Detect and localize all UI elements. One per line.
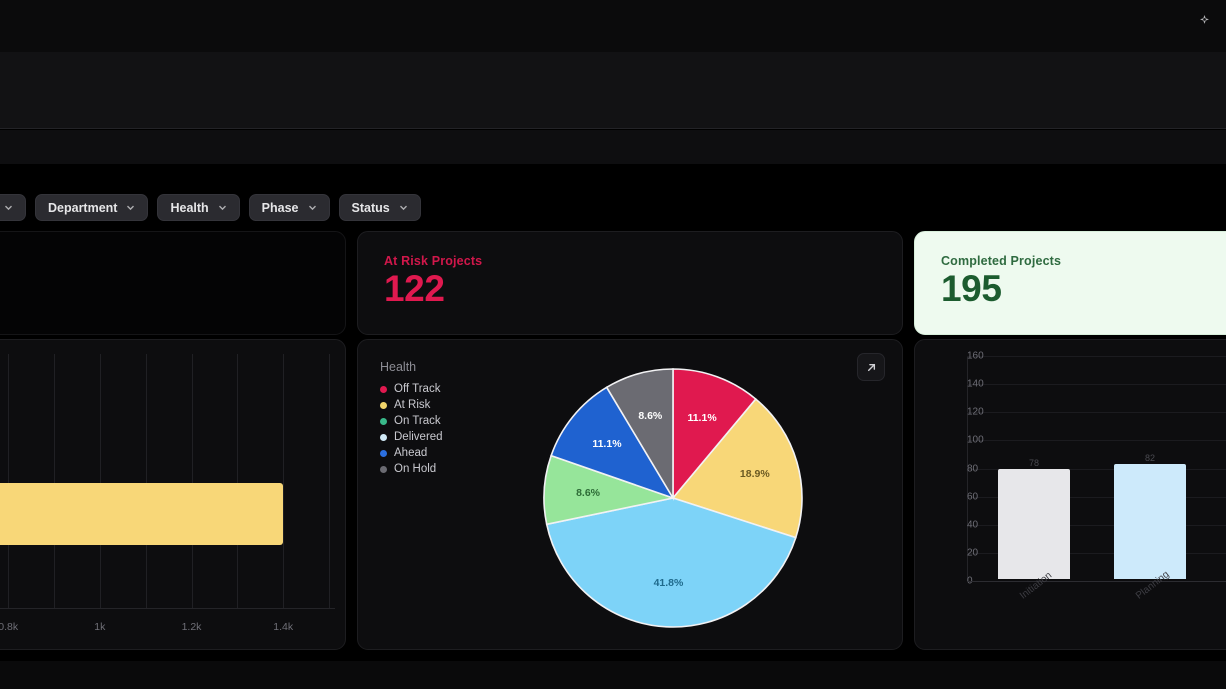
x-tick-label: 1k bbox=[94, 621, 106, 633]
gridline bbox=[967, 524, 1226, 526]
kpi-label: Completed Projects bbox=[941, 254, 1062, 268]
x-axis-line bbox=[0, 608, 335, 609]
kpi-row: At Risk Projects 122 Completed Projects … bbox=[0, 231, 1226, 335]
chart-card-health-distribution[interactable]: Health Off Track At Risk On Track Delivered… bbox=[357, 339, 903, 650]
x-tick-label: 1.2k bbox=[181, 621, 202, 633]
gridline bbox=[99, 354, 101, 609]
pie-slice[interactable] bbox=[545, 497, 797, 628]
filter-chip-department-label: Department bbox=[48, 200, 118, 215]
gridline bbox=[967, 356, 1226, 357]
chevron-down-icon bbox=[308, 205, 316, 211]
legend-color-dot bbox=[380, 401, 387, 409]
legend-item[interactable]: Ahead bbox=[380, 447, 443, 459]
chevron-down-icon bbox=[127, 205, 135, 211]
pie-slice-label: 8.6% bbox=[638, 409, 663, 422]
vertical-bar-chart: 02040608010012014016078Initiation82Plann… bbox=[951, 351, 1226, 649]
gridline bbox=[8, 354, 10, 609]
pie-slice[interactable] bbox=[672, 368, 757, 501]
gridline bbox=[967, 552, 1226, 554]
filter-chip-department[interactable]: Department bbox=[35, 194, 149, 221]
sub-band bbox=[0, 130, 1226, 164]
gridline bbox=[967, 496, 1226, 498]
filter-bar: Department Health Phase Status bbox=[0, 194, 421, 221]
filter-chip-status[interactable]: Status bbox=[338, 194, 421, 221]
pie-slice[interactable] bbox=[605, 368, 674, 501]
pie-chart: 11.1% 18.9% 41.8% 8.6% 11.1% 8.6% bbox=[533, 358, 813, 638]
legend-item[interactable]: Off Track bbox=[380, 383, 443, 395]
gridline bbox=[329, 354, 330, 609]
gridline bbox=[54, 354, 55, 609]
bar[interactable] bbox=[998, 469, 1070, 579]
gridline bbox=[283, 354, 285, 609]
filter-chip-status-label: Status bbox=[351, 200, 390, 215]
gridline bbox=[967, 412, 1226, 414]
legend-color-dot bbox=[380, 417, 387, 425]
legend-item[interactable]: Delivered bbox=[380, 431, 443, 443]
kpi-value: 122 bbox=[384, 268, 445, 309]
chevron-down-icon bbox=[5, 205, 12, 211]
legend-color-dot bbox=[380, 465, 387, 473]
x-tick-label: 1.4k bbox=[273, 621, 294, 633]
legend-color-dot bbox=[380, 385, 387, 393]
pie-slice-label: 11.1% bbox=[592, 438, 622, 451]
x-axis-line bbox=[967, 581, 1226, 582]
title-band: timization bbox=[0, 52, 1226, 129]
kpi-value: 195 bbox=[941, 268, 1002, 309]
bar[interactable] bbox=[0, 483, 284, 545]
gridline bbox=[191, 354, 193, 609]
pie-slice-label: 11.1% bbox=[687, 411, 717, 424]
legend-label: Ahead bbox=[394, 447, 428, 459]
legend-item[interactable]: On Hold bbox=[380, 463, 443, 475]
legend-color-dot bbox=[380, 433, 387, 441]
kpi-label: At Risk Projects bbox=[384, 254, 483, 268]
legend-label: On Hold bbox=[394, 463, 437, 475]
pie-slice-label: 8.6% bbox=[576, 486, 600, 499]
legend-item[interactable]: At Risk bbox=[380, 399, 443, 411]
legend-label: Delivered bbox=[394, 431, 443, 443]
sparkle-icon[interactable] bbox=[1194, 11, 1214, 31]
filter-chip-health-label: Health bbox=[170, 200, 209, 215]
legend-color-dot bbox=[380, 449, 387, 457]
gridline bbox=[237, 354, 239, 609]
filter-chip-health[interactable]: Health bbox=[157, 194, 240, 221]
chart-card-projects-by-phase[interactable]: 02040608010012014016078Initiation82Plann… bbox=[914, 339, 1226, 650]
gridline bbox=[967, 440, 1226, 442]
bar[interactable] bbox=[1114, 463, 1186, 579]
pie-slice[interactable] bbox=[671, 397, 803, 539]
gridline bbox=[967, 384, 1226, 386]
kpi-card-completed-projects[interactable]: Completed Projects 195 bbox=[914, 231, 1226, 335]
pie-slice-label: 41.8% bbox=[653, 577, 684, 590]
open-in-new-icon[interactable] bbox=[857, 353, 885, 381]
pie-legend: Health Off Track At Risk On Track Delivered… bbox=[380, 360, 443, 479]
filter-chip-phase-label: Phase bbox=[261, 200, 299, 215]
legend-label: On Track bbox=[394, 415, 441, 427]
gridline bbox=[145, 354, 147, 609]
bar-value-label: 82 bbox=[1144, 452, 1156, 463]
chevron-down-icon bbox=[218, 205, 226, 211]
legend-label: At Risk bbox=[394, 399, 431, 411]
legend-label: Off Track bbox=[394, 383, 441, 395]
legend-item[interactable]: On Track bbox=[380, 415, 443, 427]
pie-slice[interactable] bbox=[550, 386, 675, 500]
filter-chip-0[interactable] bbox=[0, 194, 26, 221]
footer-strip bbox=[0, 661, 1226, 689]
kpi-card-blank[interactable] bbox=[0, 231, 346, 335]
x-tick-label: 0.8k bbox=[0, 621, 19, 633]
pie-slice-label: 18.9% bbox=[739, 468, 770, 481]
chevron-down-icon bbox=[399, 205, 407, 211]
top-bar bbox=[0, 0, 1226, 52]
kpi-card-at-risk-projects[interactable]: At Risk Projects 122 bbox=[357, 231, 903, 335]
gridline bbox=[967, 468, 1226, 470]
filter-chip-phase[interactable]: Phase bbox=[248, 194, 330, 221]
pie-legend-title: Health bbox=[380, 360, 417, 374]
bar-value-label: 78 bbox=[1028, 458, 1040, 469]
pie-svg bbox=[543, 368, 803, 628]
